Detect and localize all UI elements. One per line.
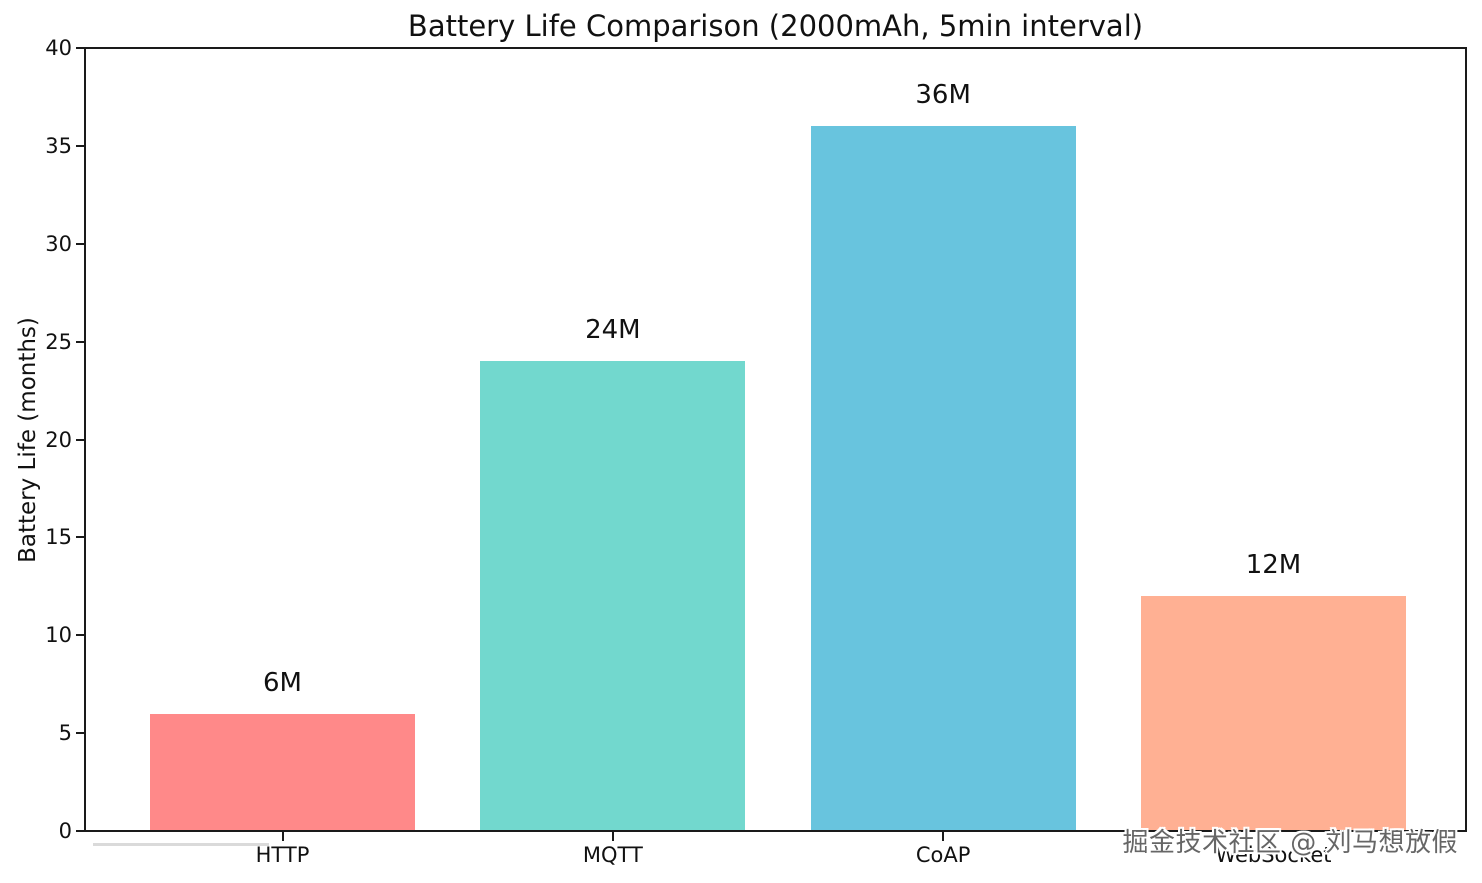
x-tick-label-mqtt: MQTT [582, 843, 643, 867]
y-tick-mark [76, 830, 85, 832]
y-tick-mark [76, 47, 85, 49]
chart-title: Battery Life Comparison (2000mAh, 5min i… [407, 9, 1144, 43]
x-tick-mark [281, 832, 284, 841]
bar-value-label-mqtt: 24M [585, 315, 641, 346]
x-tick-mark [1272, 832, 1275, 841]
y-tick-label: 30 [45, 231, 72, 256]
y-tick-mark [76, 438, 85, 441]
y-tick-label: 0 [58, 819, 72, 843]
y-tick-label: 15 [45, 525, 72, 550]
bar-coap [810, 126, 1076, 831]
y-tick-label: 25 [45, 329, 72, 354]
x-tick-label-http: HTTP [255, 843, 310, 867]
y-tick-label: 5 [58, 721, 72, 746]
y-tick-mark [76, 732, 85, 735]
x-tick-mark [611, 832, 614, 841]
y-tick-mark [76, 340, 85, 343]
x-tick-mark [942, 832, 945, 841]
watermark-text: 掘金技术社区 @ 刘马想放假 [1122, 828, 1458, 858]
y-tick-label: 35 [45, 133, 72, 158]
y-tick-label: 20 [45, 427, 72, 452]
y-tick-label: 40 [45, 36, 72, 60]
y-tick-mark [76, 634, 85, 637]
x-tick-label-websocket: WebSocket [1215, 843, 1332, 867]
faded-watermark-artifact [93, 843, 269, 846]
bar-value-label-http: 6M [263, 667, 302, 698]
y-tick-mark [76, 536, 85, 539]
bar-mqtt [480, 361, 746, 831]
bar-value-label-websocket: 12M [1245, 550, 1302, 581]
bar-websocket [1140, 596, 1406, 831]
y-tick-mark [76, 144, 85, 147]
bar-value-label-coap: 36M [915, 80, 971, 111]
y-tick-mark [76, 242, 85, 245]
bar-http [150, 713, 415, 831]
x-tick-label-coap: CoAP [915, 843, 971, 867]
y-tick-label: 10 [45, 623, 72, 648]
